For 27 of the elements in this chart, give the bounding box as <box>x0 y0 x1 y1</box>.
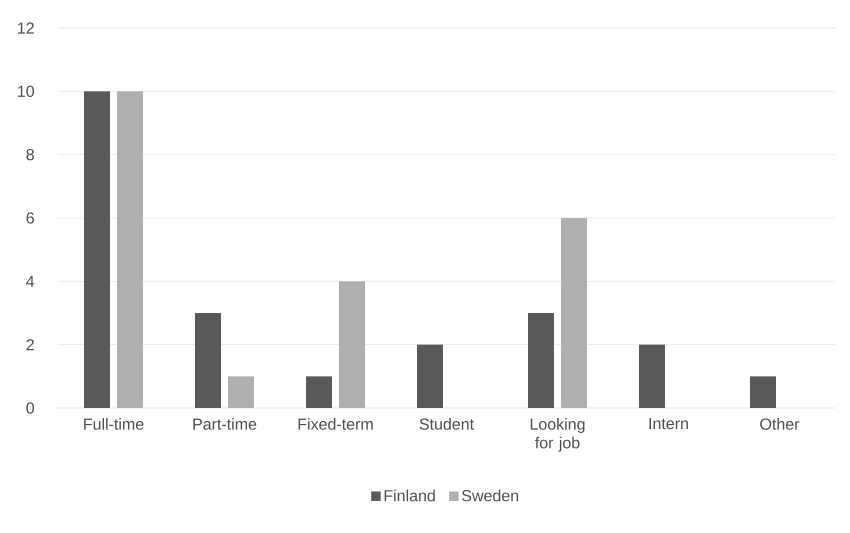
bar <box>117 91 144 408</box>
bar <box>228 376 254 408</box>
x-tick-label: Full-time <box>84 418 144 430</box>
bar <box>561 218 588 408</box>
x-tick-label: Fixed-term <box>298 418 373 430</box>
bar <box>528 313 554 408</box>
bar <box>416 344 443 408</box>
bar <box>339 281 366 408</box>
legend-label: Finland <box>384 490 435 502</box>
bar <box>84 91 110 408</box>
x-tick-label: Intern <box>650 418 688 430</box>
legend-label: Sweden <box>462 490 518 502</box>
bar <box>306 376 332 408</box>
y-tick-label: 2 <box>26 339 34 350</box>
x-tick-label: Looking for job <box>530 418 584 452</box>
y-tick-label: 4 <box>26 276 34 287</box>
y-tick-label: 8 <box>26 149 34 160</box>
x-tick-label: Other <box>760 418 800 430</box>
bar <box>750 376 776 408</box>
bar <box>638 344 665 408</box>
y-tick-label: 0 <box>26 402 34 414</box>
y-tick-label: 6 <box>26 212 34 224</box>
bar <box>194 313 221 408</box>
x-tick-label: Student <box>420 418 474 430</box>
y-tick-label: 10 <box>18 86 34 97</box>
y-tick-label: 12 <box>18 22 34 34</box>
x-tick-label: Part-time <box>193 418 256 430</box>
